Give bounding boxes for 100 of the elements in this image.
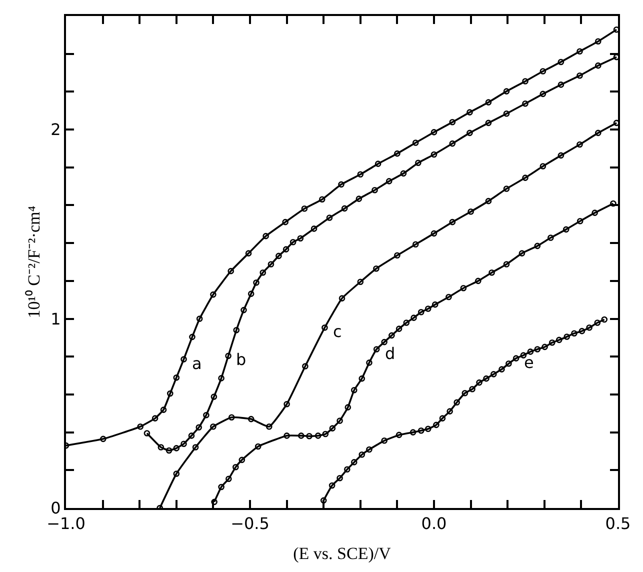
- point: [503, 88, 510, 94]
- point: [366, 360, 372, 366]
- point: [357, 278, 364, 286]
- point: [601, 316, 608, 323]
- point: [485, 120, 492, 126]
- point: [388, 332, 395, 339]
- point: [540, 68, 546, 74]
- point: [394, 252, 400, 259]
- point: [358, 451, 366, 458]
- point: [338, 181, 344, 188]
- point: [430, 230, 438, 237]
- point: [210, 291, 216, 298]
- point: [503, 110, 510, 117]
- point: [152, 415, 158, 422]
- point: [211, 498, 218, 506]
- point: [498, 366, 505, 372]
- point: [556, 336, 562, 344]
- point: [137, 423, 144, 430]
- point: [203, 412, 210, 418]
- point: [594, 130, 602, 136]
- point: [449, 119, 456, 126]
- point: [610, 200, 616, 207]
- point: [564, 334, 570, 340]
- point: [373, 346, 380, 352]
- point: [490, 371, 497, 378]
- point: [302, 363, 308, 370]
- point: [558, 152, 564, 159]
- point: [210, 394, 218, 400]
- point: [173, 374, 180, 381]
- point: [180, 440, 187, 447]
- point: [322, 430, 329, 438]
- point: [576, 48, 583, 55]
- point: [248, 290, 254, 297]
- point: [542, 344, 548, 350]
- point: [344, 466, 350, 473]
- point: [520, 352, 527, 358]
- point: [592, 210, 598, 216]
- point: [468, 208, 474, 215]
- point: [446, 408, 453, 414]
- point: [173, 445, 180, 452]
- point: [297, 235, 304, 242]
- point: [396, 432, 402, 438]
- point: [357, 171, 364, 178]
- point: [226, 476, 232, 482]
- point: [238, 456, 246, 464]
- point: [503, 261, 510, 268]
- point: [366, 446, 372, 453]
- point: [432, 301, 438, 308]
- point: [466, 109, 473, 116]
- point: [410, 314, 417, 321]
- point: [522, 174, 528, 181]
- point: [522, 100, 528, 107]
- point: [248, 416, 254, 422]
- point: [449, 218, 456, 226]
- point: [454, 399, 460, 406]
- point: [466, 130, 473, 136]
- point: [469, 386, 476, 392]
- point: [534, 346, 541, 352]
- point: [430, 129, 438, 136]
- point: [301, 205, 308, 212]
- series-label: c: [333, 322, 342, 341]
- point: [446, 294, 452, 300]
- point: [594, 62, 602, 69]
- point: [483, 375, 490, 382]
- point: [166, 390, 174, 397]
- point: [336, 418, 343, 424]
- point: [374, 160, 382, 167]
- point: [558, 82, 564, 88]
- point: [282, 218, 288, 226]
- point: [527, 348, 534, 355]
- point: [318, 196, 326, 203]
- series-label: d: [385, 344, 396, 363]
- point: [284, 400, 290, 408]
- point: [266, 423, 272, 430]
- point: [210, 423, 216, 430]
- point: [282, 246, 290, 252]
- point: [196, 316, 203, 322]
- point: [262, 232, 269, 240]
- point: [232, 464, 239, 470]
- x-tick-label: −0.5: [230, 514, 270, 534]
- point: [412, 241, 419, 248]
- point: [336, 474, 343, 482]
- point: [394, 150, 400, 157]
- point: [260, 269, 266, 276]
- point: [418, 309, 424, 316]
- point: [189, 334, 196, 340]
- point: [358, 375, 366, 382]
- point: [372, 186, 378, 194]
- point: [562, 226, 570, 233]
- point: [506, 360, 512, 367]
- point: [218, 484, 224, 490]
- point: [576, 218, 584, 224]
- y-tick-label: 2: [50, 120, 61, 140]
- point: [548, 234, 554, 241]
- point: [412, 140, 419, 146]
- point: [503, 186, 510, 192]
- point: [594, 38, 602, 45]
- point: [180, 356, 187, 362]
- point: [571, 330, 578, 336]
- point: [381, 338, 388, 346]
